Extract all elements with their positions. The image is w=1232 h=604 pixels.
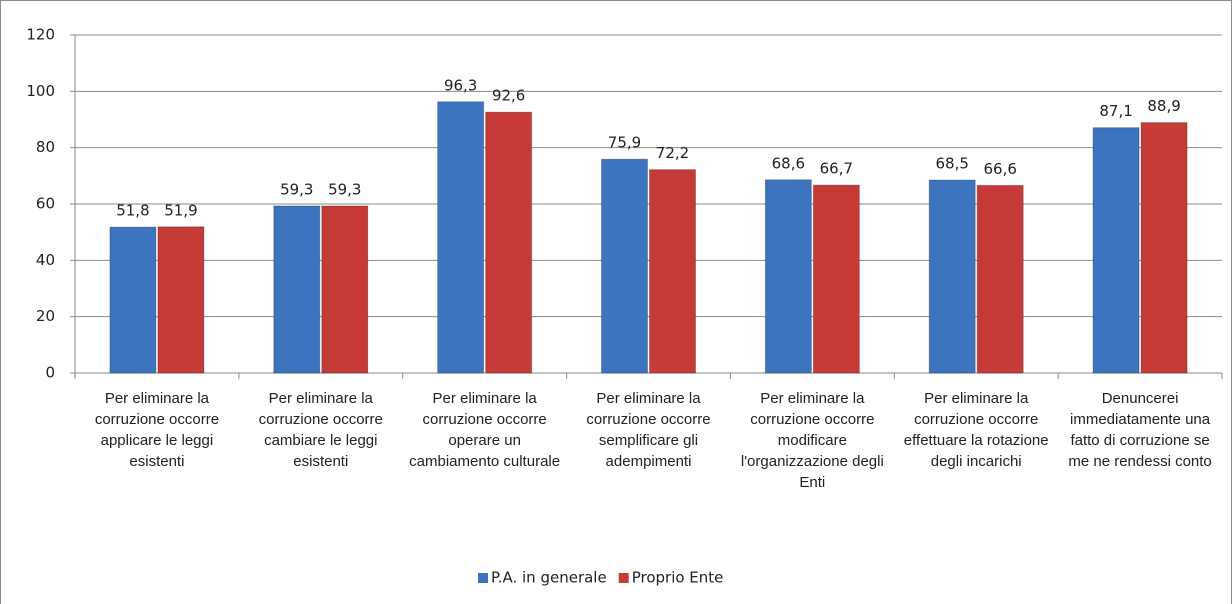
bar [485, 111, 533, 374]
y-tick-label: 100 [26, 82, 55, 100]
x-tick-label: Per eliminare la corruzione occorre semp… [586, 390, 711, 470]
value-label: 87,1 [1099, 102, 1132, 120]
value-label: 51,9 [164, 201, 197, 219]
value-label: 59,3 [328, 180, 361, 198]
bar [109, 226, 157, 374]
bar [764, 179, 812, 374]
y-tick-label: 60 [36, 195, 55, 213]
bar [812, 184, 860, 374]
value-label: 66,7 [820, 160, 853, 178]
bar [321, 205, 369, 374]
y-tick-label: 40 [36, 251, 55, 269]
y-tick-label: 80 [36, 138, 55, 156]
bar [273, 205, 321, 374]
value-label: 75,9 [608, 134, 641, 152]
value-label: 59,3 [280, 180, 313, 198]
bar [649, 169, 696, 374]
legend-label: Proprio Ente [632, 569, 724, 587]
x-tick-label: Per eliminare la corruzione occorre oper… [409, 390, 561, 470]
value-label: 66,6 [984, 160, 1017, 178]
bar [976, 184, 1024, 374]
value-label: 72,2 [656, 144, 689, 162]
legend-label: P.A. in generale [491, 569, 607, 587]
bar [1140, 122, 1188, 374]
bar [928, 179, 976, 374]
value-label: 68,6 [772, 154, 805, 172]
legend-swatch [478, 573, 488, 583]
legend-swatch [618, 573, 629, 583]
value-label: 88,9 [1147, 97, 1180, 115]
y-tick-label: 120 [26, 26, 55, 44]
x-tick-label: Per eliminare la corruzione occorre effe… [903, 390, 1049, 470]
bar [437, 101, 485, 374]
y-tick-label: 20 [36, 307, 55, 325]
x-tick-label: Per eliminare la corruzione occorre appl… [94, 390, 220, 470]
value-label: 92,6 [492, 87, 525, 105]
x-tick-label: Per eliminare la corruzione occorre modi… [740, 390, 884, 491]
bar [601, 158, 648, 374]
y-tick-label: 0 [45, 364, 55, 382]
x-tick-label: Per eliminare la corruzione occorre camb… [258, 390, 383, 470]
value-label: 51,8 [116, 202, 149, 220]
x-tick-label: Denuncerei immediatamente una fatto di c… [1068, 390, 1212, 470]
value-label: 68,5 [936, 155, 969, 173]
value-label: 96,3 [444, 76, 477, 94]
bar [157, 226, 205, 374]
bar [1092, 127, 1140, 374]
